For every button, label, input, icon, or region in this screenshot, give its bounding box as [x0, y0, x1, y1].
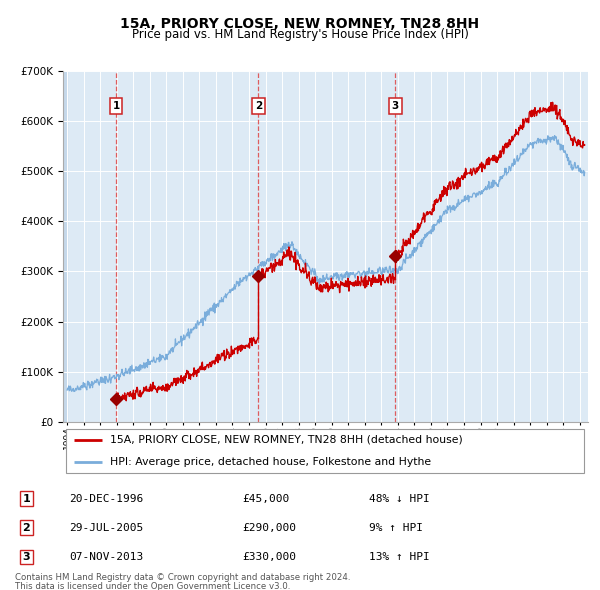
Text: 9% ↑ HPI: 9% ↑ HPI [369, 523, 423, 533]
Text: £290,000: £290,000 [242, 523, 296, 533]
Text: 07-NOV-2013: 07-NOV-2013 [70, 552, 144, 562]
FancyBboxPatch shape [65, 428, 584, 473]
Text: 15A, PRIORY CLOSE, NEW ROMNEY, TN28 8HH (detached house): 15A, PRIORY CLOSE, NEW ROMNEY, TN28 8HH … [110, 435, 463, 445]
Text: £45,000: £45,000 [242, 494, 290, 503]
Text: 29-JUL-2005: 29-JUL-2005 [70, 523, 144, 533]
Text: 3: 3 [392, 101, 399, 111]
Text: Contains HM Land Registry data © Crown copyright and database right 2024.: Contains HM Land Registry data © Crown c… [15, 573, 350, 582]
Text: 2: 2 [255, 101, 262, 111]
Text: 1: 1 [23, 494, 30, 503]
Text: 3: 3 [23, 552, 30, 562]
Bar [63, 71, 67, 422]
Text: 2: 2 [23, 523, 30, 533]
Text: This data is licensed under the Open Government Licence v3.0.: This data is licensed under the Open Gov… [15, 582, 290, 590]
Text: Price paid vs. HM Land Registry's House Price Index (HPI): Price paid vs. HM Land Registry's House … [131, 28, 469, 41]
Text: 48% ↓ HPI: 48% ↓ HPI [369, 494, 430, 503]
Text: 15A, PRIORY CLOSE, NEW ROMNEY, TN28 8HH: 15A, PRIORY CLOSE, NEW ROMNEY, TN28 8HH [121, 17, 479, 31]
Text: 20-DEC-1996: 20-DEC-1996 [70, 494, 144, 503]
Text: 13% ↑ HPI: 13% ↑ HPI [369, 552, 430, 562]
Text: 1: 1 [113, 101, 120, 111]
Text: HPI: Average price, detached house, Folkestone and Hythe: HPI: Average price, detached house, Folk… [110, 457, 431, 467]
Text: £330,000: £330,000 [242, 552, 296, 562]
